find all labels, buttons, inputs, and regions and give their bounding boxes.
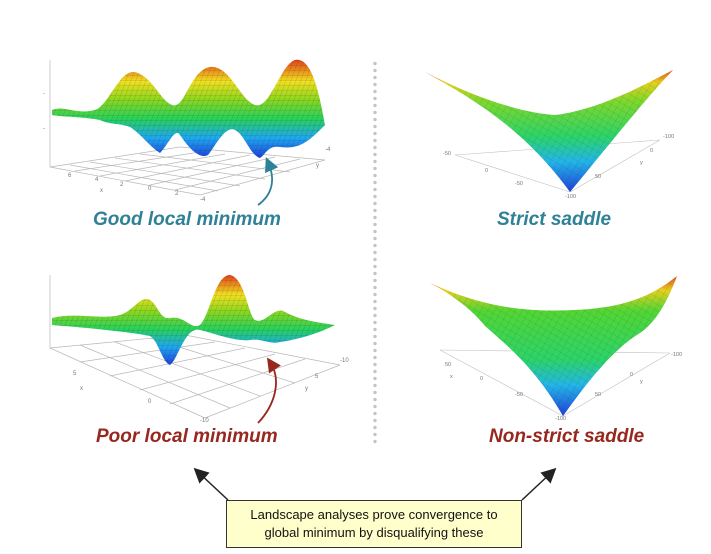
svg-text:50: 50 [445,362,451,368]
non-strict-saddle-caption: Non-strict saddle [489,426,645,447]
strict-saddle-caption: Strict saddle [497,209,612,230]
poor-local-minimum-plot: 5 x 0 -10 -10 5 y [40,270,350,425]
svg-text:-50: -50 [515,392,523,398]
svg-text:-50: -50 [443,151,451,157]
note-arrow-left [193,467,229,501]
svg-text:2: 2 [120,182,124,188]
non-strict-saddle-surface-svg: 50 x 0 -50 -100 50 0 y -100 [430,276,682,422]
good-minimum-arrow [257,157,279,206]
svg-text:-: - [43,91,45,97]
svg-text:6: 6 [68,173,72,179]
svg-text:50: 50 [595,174,601,180]
svg-text:x: x [80,386,83,392]
svg-text:-4: -4 [325,147,331,153]
svg-text:-100: -100 [555,416,566,422]
poor-minimum-surface-svg: 5 x 0 -10 -10 5 y [49,275,349,424]
svg-text:y: y [640,379,643,385]
svg-text:5: 5 [73,371,77,377]
svg-text:-100: -100 [565,194,576,200]
svg-text:-10: -10 [200,418,209,424]
svg-text:0: 0 [485,168,488,174]
good-local-minimum-caption: Good local minimum [93,209,281,230]
strict-saddle-plot: -50 0 -50 -100 50 -100 0 y [415,60,695,200]
svg-text:-: - [43,126,45,132]
svg-text:2: 2 [175,191,179,197]
svg-text:0: 0 [650,148,653,154]
poor-minimum-arrow [257,357,281,424]
non-strict-saddle-plot: 50 x 0 -50 -100 50 0 y -100 [415,268,700,423]
svg-text:-100: -100 [663,134,674,140]
good-local-minimum-plot: 6 4 2 0 2 -4 x -4 y - - [40,55,340,205]
note-arrow-right [521,467,557,501]
svg-text:x: x [100,188,103,194]
note-line-2: global minimum by disqualifying these [264,525,484,540]
svg-text:-50: -50 [515,181,523,187]
svg-text:0: 0 [630,372,633,378]
note-line-1: Landscape analyses prove convergence to [250,507,498,522]
svg-text:0: 0 [480,376,483,382]
svg-text:y: y [305,386,308,392]
svg-text:-10: -10 [340,358,349,364]
svg-text:5: 5 [315,374,319,380]
landscape-analysis-note: Landscape analyses prove convergence to … [226,500,522,548]
svg-text:y: y [640,160,643,166]
svg-text:0: 0 [148,186,152,192]
svg-text:0: 0 [148,399,152,405]
poor-local-minimum-caption: Poor local minimum [96,426,278,447]
svg-text:4: 4 [95,177,99,183]
svg-text:x: x [450,374,453,380]
svg-text:-4: -4 [200,197,206,203]
svg-text:-100: -100 [671,352,682,358]
svg-text:50: 50 [595,392,601,398]
strict-saddle-surface-svg: -50 0 -50 -100 50 -100 0 y [425,70,674,200]
good-minimum-surface-svg: 6 4 2 0 2 -4 x -4 y - - [43,59,331,203]
svg-text:y: y [316,163,319,169]
vertical-dotted-divider [373,60,377,445]
